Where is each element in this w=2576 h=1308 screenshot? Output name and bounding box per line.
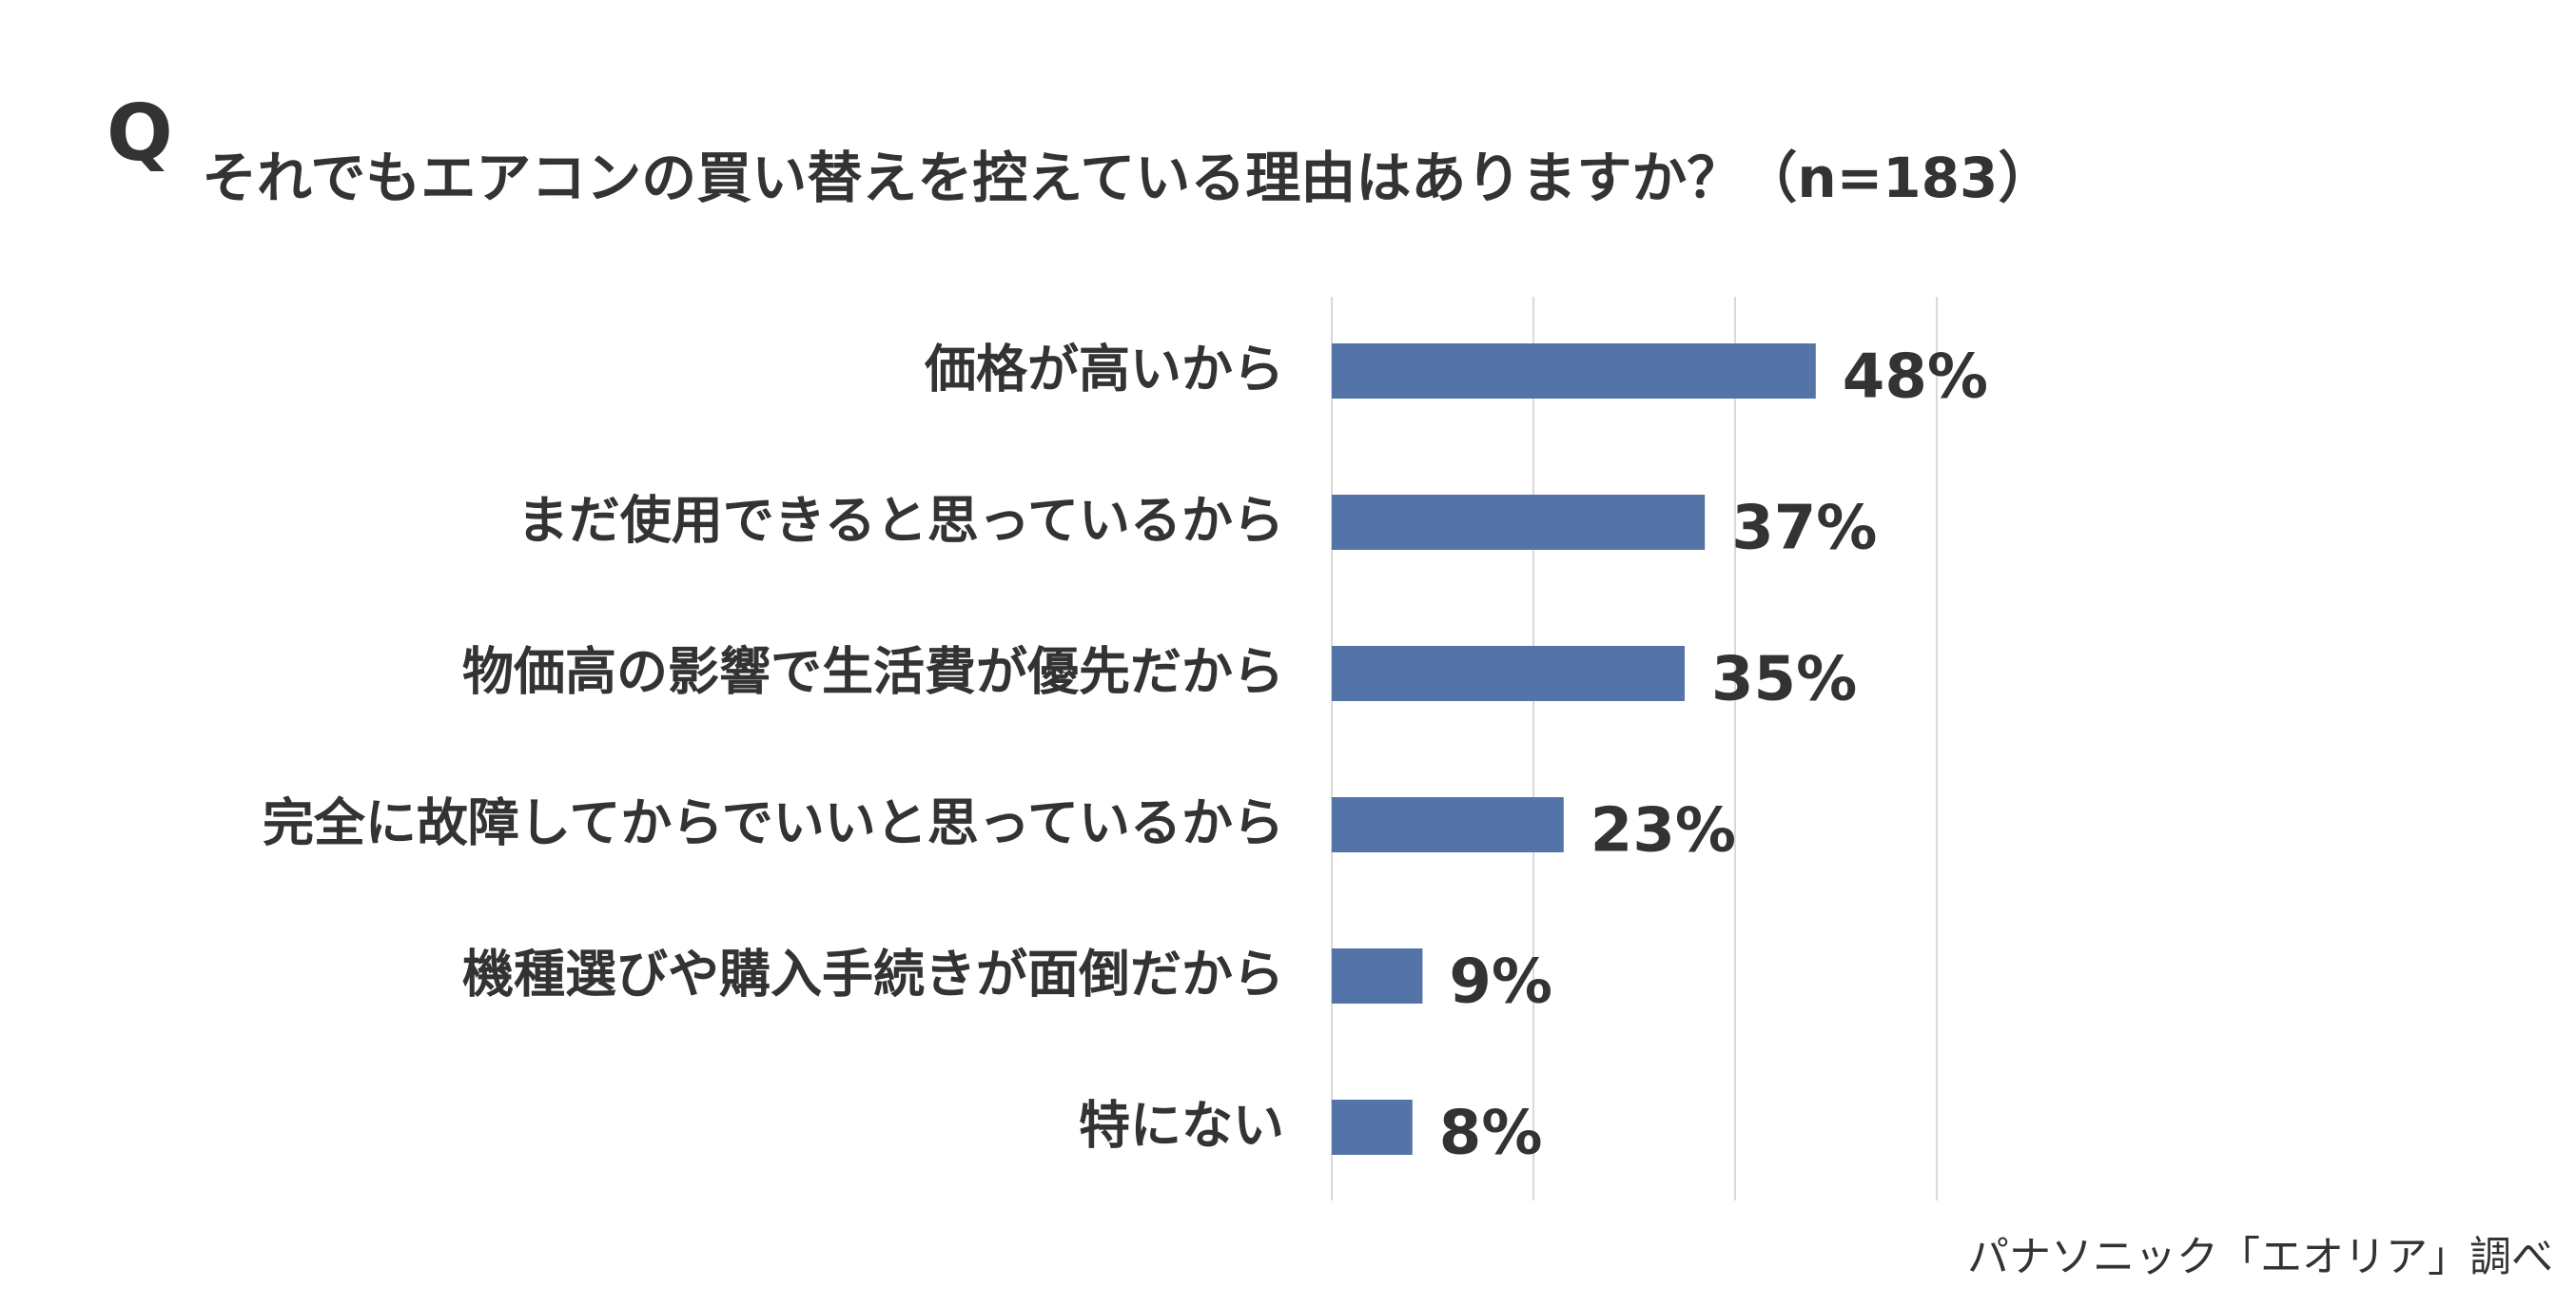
category-label: 特にない [1079,1096,1284,1156]
category-label: 価格が高いから [924,340,1284,400]
value-label: 23% [1590,796,1736,867]
bar [1332,495,1706,550]
category-label: まだ使用できると思っているから [517,491,1284,551]
value-label: 48% [1843,342,1988,413]
value-label: 37% [1731,494,1877,564]
bar [1332,646,1685,701]
value-label: 8% [1439,1099,1543,1169]
chart-title: それでもエアコンの買い替えを控えている理由はありますか？（n=183） [202,146,2054,210]
bar [1332,797,1564,852]
category-label: 完全に故障してからでいいと思っているから [263,793,1284,853]
category-label: 物価高の影響で生活費が優先だから [462,642,1284,702]
value-label: 35% [1711,645,1857,715]
source-note: パナソニック「エオリア」調べ [1967,1233,2553,1281]
question-mark-label: Q [107,88,173,179]
category-label: 機種選びや購入手続きが面倒だから [462,945,1284,1005]
bar [1332,948,1423,1004]
bar [1332,343,1816,399]
value-label: 9% [1449,947,1552,1018]
bar [1332,1100,1413,1155]
